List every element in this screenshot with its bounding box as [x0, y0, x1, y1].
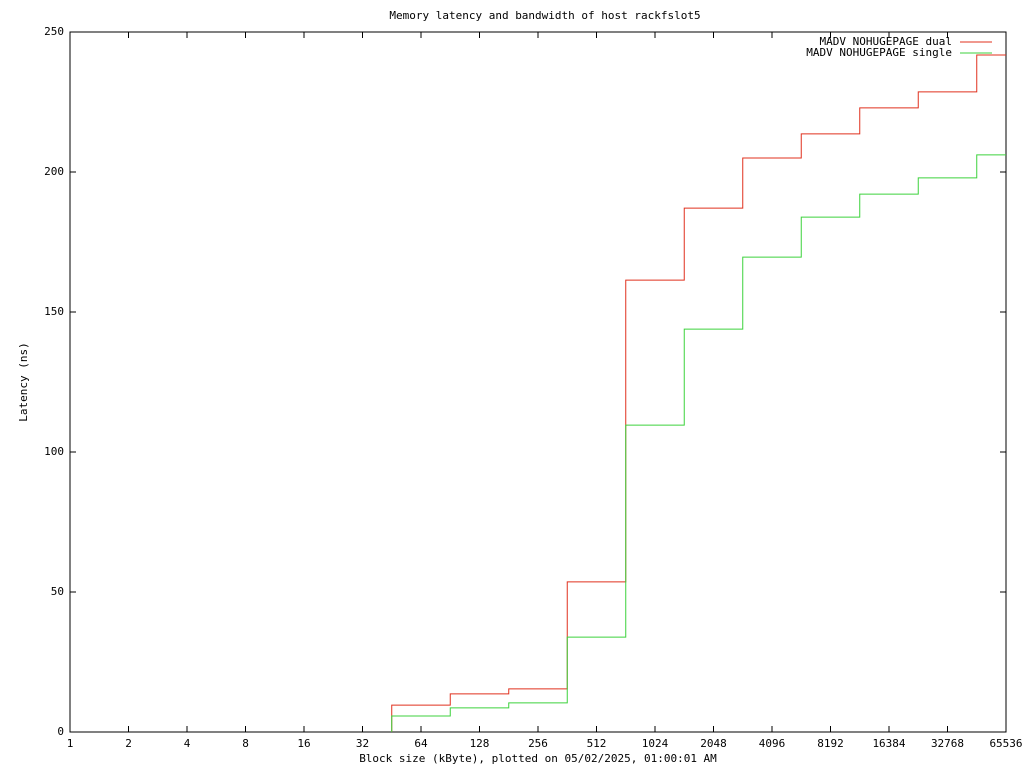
y-tick-label: 0: [57, 725, 64, 738]
x-tick-label: 256: [528, 737, 548, 750]
x-tick-label: 2: [125, 737, 132, 750]
chart-title: Memory latency and bandwidth of host rac…: [389, 9, 700, 22]
x-axis-label: Block size (kByte), plotted on 05/02/202…: [359, 752, 717, 765]
y-tick-label: 200: [44, 165, 64, 178]
y-tick-label: 250: [44, 25, 64, 38]
x-tick-label: 64: [414, 737, 428, 750]
x-tick-label: 65536: [989, 737, 1022, 750]
series-line: [391, 154, 1006, 732]
x-tick-label: 1: [67, 737, 74, 750]
x-tick-label: 8: [242, 737, 249, 750]
plot-frame: [69, 31, 1007, 733]
y-tick-label: 50: [51, 585, 64, 598]
x-tick-label: 1024: [642, 737, 669, 750]
x-tick-label: 32768: [931, 737, 964, 750]
series-line: [391, 54, 1006, 732]
x-tick-label: 128: [470, 737, 490, 750]
x-tick-label: 2048: [700, 737, 727, 750]
y-axis-label: Latency (ns): [17, 342, 30, 421]
legend-label: MADV NOHUGEPAGE dual: [820, 35, 952, 48]
x-tick-label: 8192: [817, 737, 844, 750]
x-tick-label: 4096: [759, 737, 786, 750]
x-tick-label: 16384: [872, 737, 905, 750]
y-tick-label: 100: [44, 445, 64, 458]
x-tick-label: 512: [587, 737, 607, 750]
x-tick-label: 4: [184, 737, 191, 750]
x-tick-label: 16: [297, 737, 310, 750]
x-tick-label: 32: [356, 737, 369, 750]
y-tick-label: 150: [44, 305, 64, 318]
legend-label: MADV NOHUGEPAGE single: [806, 46, 952, 59]
